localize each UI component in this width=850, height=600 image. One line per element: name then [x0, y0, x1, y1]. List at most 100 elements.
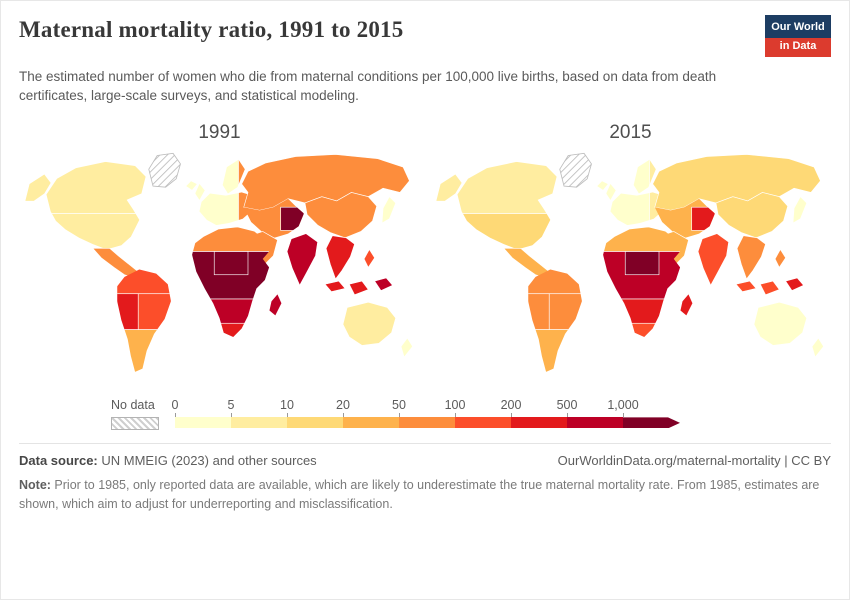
map-region-philippines[interactable] — [363, 249, 375, 269]
legend-segment-5[interactable] — [455, 417, 511, 429]
map-region-sa-west[interactable] — [520, 293, 550, 331]
legend-tick-mark-4 — [399, 413, 400, 418]
legend-tick-mark-1 — [231, 413, 232, 418]
map-region-afghanistan[interactable] — [691, 207, 715, 232]
map-region-indonesia[interactable] — [759, 281, 780, 296]
map-region-australia[interactable] — [342, 302, 397, 347]
legend-tick-label-2: 10 — [280, 398, 294, 413]
source-row: Data source: UN MMEIG (2023) and other s… — [19, 453, 831, 468]
chart-header: Maternal mortality ratio, 1991 to 2015 O… — [19, 15, 831, 57]
map-region-africa-south[interactable] — [597, 323, 687, 345]
map-block-1991: 1991 — [19, 122, 420, 394]
legend-tick-label-5: 100 — [444, 398, 466, 413]
owid-logo[interactable]: Our World in Data — [765, 15, 831, 57]
legend-tick-mark-3 — [343, 413, 344, 418]
note-text: Note: Prior to 1985, only reported data … — [19, 478, 820, 512]
legend-tick-label-7: 500 — [556, 398, 578, 413]
map-region-afghanistan[interactable] — [280, 207, 304, 232]
legend-tick-label-6: 200 — [500, 398, 522, 413]
map-region-greenland[interactable] — [148, 153, 181, 189]
legend-segment-arrow[interactable] — [623, 417, 680, 429]
map-region-new-zealand[interactable] — [400, 337, 413, 359]
year-label-1991: 1991 — [198, 122, 241, 144]
map-region-madagascar[interactable] — [268, 293, 283, 317]
legend: No data 0 5 10 20 50 100 200 500 1,000 — [19, 398, 831, 431]
legend-tick-mark-8 — [623, 413, 624, 418]
map-region-new-guinea[interactable] — [374, 277, 394, 292]
legend-no-data[interactable]: No data — [111, 398, 159, 431]
legend-tick-label-1: 5 — [227, 398, 235, 413]
chart-subtitle: The estimated number of women who die fr… — [19, 68, 717, 104]
map-region-iceland[interactable] — [185, 180, 198, 192]
map-region-africa-south[interactable] — [186, 323, 276, 345]
map-region-iceland[interactable] — [596, 180, 609, 192]
map-region-china[interactable] — [715, 192, 789, 239]
legend-segment-3[interactable] — [343, 417, 399, 429]
legend-tick-mark-7 — [567, 413, 568, 418]
map-region-indonesia[interactable] — [348, 281, 369, 296]
map-region-sa-east[interactable] — [548, 293, 591, 331]
legend-tick-mark-5 — [455, 413, 456, 418]
no-data-label: No data — [111, 398, 155, 413]
legend-color-bar — [175, 417, 680, 429]
map-region-japan[interactable] — [381, 196, 397, 225]
map-block-2015: 2015 — [430, 122, 831, 394]
data-source-label: Data source: — [19, 453, 98, 469]
map-region-canada[interactable] — [19, 146, 156, 215]
map-region-usa[interactable] — [430, 213, 567, 261]
legend-tick-label-3: 20 — [336, 398, 350, 413]
map-region-africa-lower[interactable] — [597, 299, 687, 325]
map-region-se-asia[interactable] — [325, 235, 355, 281]
legend-segment-0[interactable] — [175, 417, 231, 429]
map-region-sa-east[interactable] — [137, 293, 180, 331]
map-region-europe-west[interactable] — [588, 157, 650, 231]
legend-segment-2[interactable] — [287, 417, 343, 429]
legend-segment-6[interactable] — [511, 417, 567, 429]
maps-row: 1991 — [19, 122, 831, 394]
map-region-india[interactable] — [697, 233, 729, 287]
map-region-new-guinea[interactable] — [785, 277, 805, 292]
map-region-india[interactable] — [286, 233, 318, 287]
map-region-madagascar[interactable] — [679, 293, 694, 317]
legend-segment-7[interactable] — [567, 417, 623, 429]
map-region-japan[interactable] — [792, 196, 808, 225]
map-region-sa-south[interactable] — [109, 329, 178, 377]
legend-tick-label-4: 50 — [392, 398, 406, 413]
data-source-text: Data source: UN MMEIG (2023) and other s… — [19, 453, 317, 469]
map-region-indonesia[interactable] — [324, 281, 346, 293]
legend-tick-mark-0 — [175, 413, 176, 418]
legend-segment-1[interactable] — [231, 417, 287, 429]
map-region-indonesia[interactable] — [735, 281, 757, 293]
map-region-australia[interactable] — [753, 302, 808, 347]
map-region-sa-west[interactable] — [109, 293, 139, 331]
note-label: Note: — [19, 478, 51, 493]
legend-tick-mark-2 — [287, 413, 288, 418]
owid-logo-top: Our World — [765, 15, 831, 38]
map-region-canada[interactable] — [430, 146, 567, 215]
map-region-africa-patch[interactable] — [624, 251, 660, 276]
license-link[interactable]: OurWorldinData.org/maternal-mortality | … — [557, 453, 831, 469]
legend-segment-4[interactable] — [399, 417, 455, 429]
map-region-europe-west[interactable] — [177, 157, 239, 231]
year-label-2015: 2015 — [609, 122, 652, 144]
owid-logo-line2: in Data — [779, 39, 817, 52]
map-region-sa-south[interactable] — [520, 329, 589, 377]
legend-tick-label-8: 1,000 — [607, 398, 639, 413]
world-map-1991[interactable] — [19, 146, 420, 394]
no-data-swatch — [111, 417, 159, 431]
color-scale: 0 5 10 20 50 100 200 500 1,000 — [172, 398, 681, 431]
map-region-africa-lower[interactable] — [186, 299, 276, 325]
map-region-philippines[interactable] — [774, 249, 786, 269]
map-region-usa[interactable] — [19, 213, 156, 261]
map-region-china[interactable] — [304, 192, 378, 239]
world-map-2015[interactable] — [430, 146, 831, 394]
map-region-africa-patch[interactable] — [213, 251, 249, 276]
map-region-se-asia[interactable] — [736, 235, 766, 281]
map-region-greenland[interactable] — [559, 153, 592, 189]
page-title: Maternal mortality ratio, 1991 to 2015 — [19, 17, 404, 42]
legend-tick-mark-6 — [511, 413, 512, 418]
footer-divider — [19, 443, 831, 445]
owid-logo-line1: Our World — [771, 21, 825, 33]
map-region-new-zealand[interactable] — [811, 337, 824, 359]
